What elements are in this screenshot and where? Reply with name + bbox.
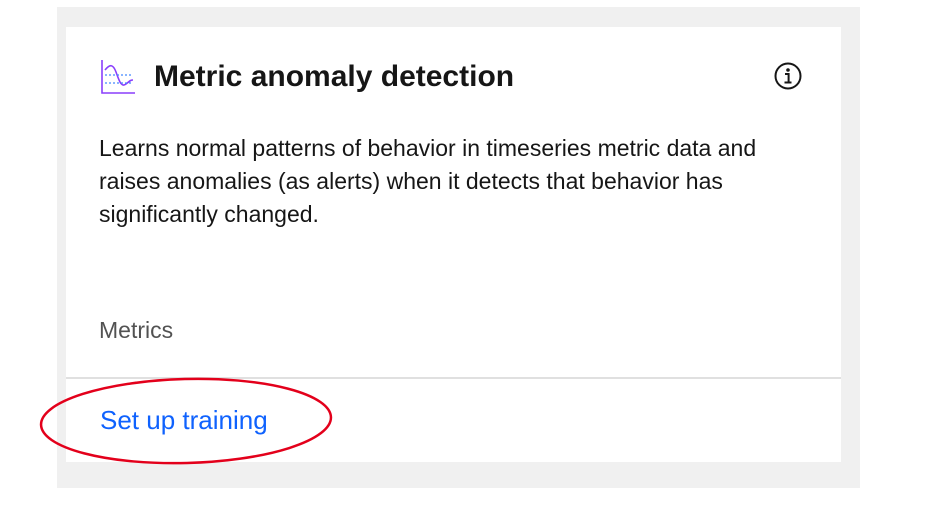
timeseries-chart-icon — [101, 60, 135, 94]
card-title: Metric anomaly detection — [154, 60, 515, 93]
set-up-training-link[interactable]: Set up training — [100, 405, 268, 435]
card-divider — [66, 377, 841, 379]
card-description: Learns normal patterns of behavior in ti… — [99, 135, 757, 227]
information-icon[interactable] — [773, 61, 803, 91]
metric-anomaly-detection-card: Metric anomaly detection Learns normal p… — [66, 27, 841, 462]
data-type-label: Metrics — [99, 317, 174, 343]
